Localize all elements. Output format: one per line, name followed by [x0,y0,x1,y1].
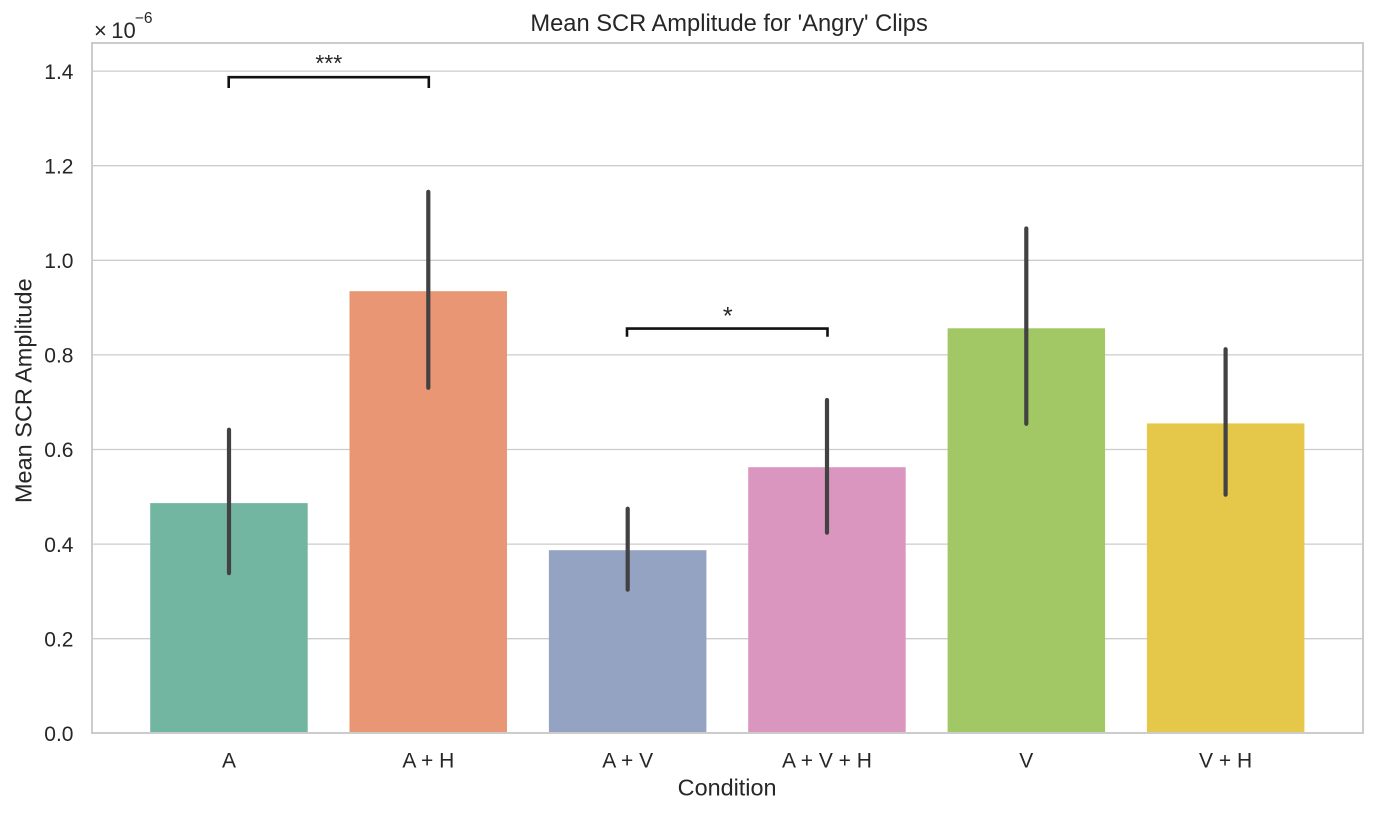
svg-text:A + H: A + H [402,749,454,772]
svg-text:1.4: 1.4 [44,61,74,84]
svg-text:Condition: Condition [678,774,777,800]
svg-text:Mean SCR Amplitude for 'Angry': Mean SCR Amplitude for 'Angry' Clips [530,11,927,37]
svg-text:0.2: 0.2 [44,628,73,651]
svg-text:×: × [94,18,107,43]
svg-text:*: * [723,303,733,331]
svg-text:0.4: 0.4 [44,534,74,557]
svg-text:A + V + H: A + V + H [782,749,872,772]
svg-text:1.2: 1.2 [44,155,73,178]
svg-text:10: 10 [111,18,135,43]
svg-text:0.6: 0.6 [44,439,73,462]
svg-text:A + V: A + V [602,749,653,772]
svg-text:A: A [222,749,236,772]
svg-text:***: *** [315,50,342,76]
svg-text:0.8: 0.8 [44,345,73,368]
svg-text:V + H: V + H [1199,749,1252,772]
svg-text:V: V [1019,749,1033,772]
svg-text:Mean SCR Amplitude: Mean SCR Amplitude [11,278,37,503]
svg-text:0.0: 0.0 [44,723,73,746]
svg-text:1.0: 1.0 [44,250,73,273]
svg-text:−6: −6 [135,10,153,27]
